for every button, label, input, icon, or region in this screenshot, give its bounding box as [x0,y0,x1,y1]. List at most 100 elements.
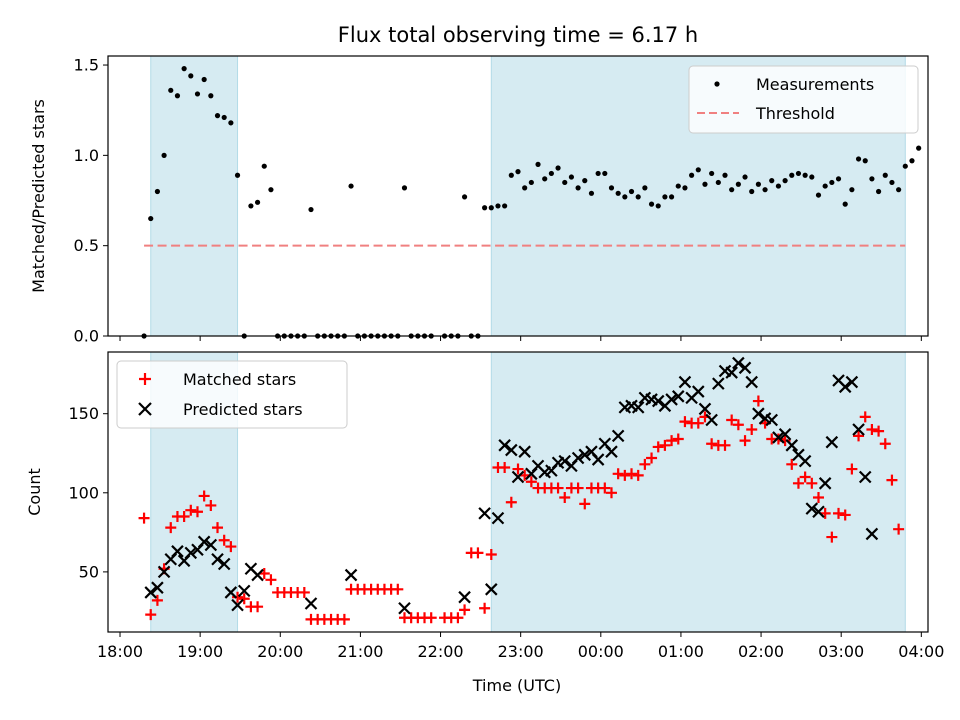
measurement-point [882,172,888,178]
predicted-star-point [785,439,799,452]
matched-star-point [746,424,758,436]
bottom-panel: 18:00 19:00 20:00 21:00 22:00 23:00 00:00 01:00… [25,351,944,695]
predicted-star-point [671,390,685,403]
predicted-star-point [478,507,491,520]
measurement-point [461,194,468,200]
predicted-star-point [778,427,792,441]
predicted-star-point [725,366,738,379]
matched-star-point [726,414,738,426]
measurement-point [194,91,201,97]
bottom-legend: Matched stars Predicted stars [116,360,348,429]
x-tick-label: 23:00 [498,642,544,661]
measurement-point [795,170,802,177]
matched-star-point [739,435,751,447]
measurement-point [855,156,862,162]
predicted-star-point [818,477,832,490]
bottom-y-tick-label: 50 [79,562,99,581]
matched-star-point [652,441,664,453]
top-y-axis-label: Matched/Predicted stars [29,99,48,293]
predicted-star-point [705,413,718,427]
x-tick-label: 03:00 [818,642,864,661]
matched-star-point [525,476,537,488]
measurement-point [909,158,915,164]
measurement-point [522,185,528,191]
measurement-point [875,188,882,195]
measurement-point [709,170,715,177]
measurement-point [655,203,661,209]
predicted-star-point [858,470,872,484]
matched-star-point [499,461,511,473]
matched-star-point [238,593,250,605]
legend-measurements-marker [714,81,720,87]
predicted-star-point [251,568,264,582]
predicted-star-point [698,402,712,416]
measurement-point [602,170,608,177]
matched-star-point [859,411,871,423]
measurement-point [762,187,768,193]
predicted-star-point [845,375,859,389]
matched-star-point [666,435,678,447]
x-tick-label: 20:00 [257,642,303,661]
x-tick-label: 01:00 [658,642,704,661]
top-y-tick-label: 0.5 [74,236,99,255]
matched-star-point [185,504,197,516]
measurement-point [588,190,595,196]
x-tick-label: 04:00 [898,642,944,661]
measurement-point [535,161,541,167]
predicted-star-point [852,423,865,436]
measurement-point [902,163,908,169]
measurement-point [154,188,161,195]
matched-star-point [833,507,845,519]
predicted-star-point [591,453,605,466]
predicted-star-point [571,451,585,465]
matched-star-point [659,439,671,451]
predicted-star-point [171,545,184,558]
chart-title: Flux total observing time = 6.17 h [338,23,698,47]
matched-star-point [191,506,203,518]
measurement-point [168,87,174,93]
matched-star-point [619,469,631,481]
predicted-star-point [518,445,531,458]
top-y-ticks: 0.0 0.5 1.0 1.5 [74,56,108,346]
matched-star-point [392,583,404,595]
matched-star-point [866,424,878,436]
predicted-star-point [237,584,251,598]
matched-star-point [425,612,437,624]
predicted-star-point [144,586,158,599]
measurement-point [261,163,267,169]
measurement-point [214,113,221,119]
matched-star-point [165,522,177,534]
measurement-point [869,176,875,182]
matched-star-point [846,463,858,475]
measurement-point [769,178,775,184]
measurement-point [722,172,728,178]
predicted-star-point [485,583,498,596]
matched-star-point [799,471,811,483]
bottom-y-axis-label: Count [25,468,44,516]
legend-matched-marker [139,373,151,385]
matched-star-point [639,458,651,470]
bottom-legend-box [116,360,348,429]
measurement-point [742,174,748,180]
measurement-point [228,120,234,126]
measurement-point [515,169,521,175]
predicted-star-point [578,448,592,462]
matched-star-point [626,468,638,480]
matched-star-point [772,433,784,445]
predicted-star-point [692,385,705,398]
predicted-star-point [865,527,879,541]
predicted-star-point [611,429,625,443]
predicted-star-point [651,394,665,408]
matched-star-point [646,452,658,464]
measurement-point [775,183,782,189]
matched-star-point [853,430,865,442]
matched-star-point [679,416,691,428]
measurement-point [842,201,848,207]
measurement-point [849,187,855,193]
measurement-point [916,145,922,151]
measurement-point [668,194,675,200]
matched-star-point [672,433,684,445]
predicted-star-point [217,557,231,571]
predicted-star-point [157,565,171,579]
measurement-point [662,194,668,200]
